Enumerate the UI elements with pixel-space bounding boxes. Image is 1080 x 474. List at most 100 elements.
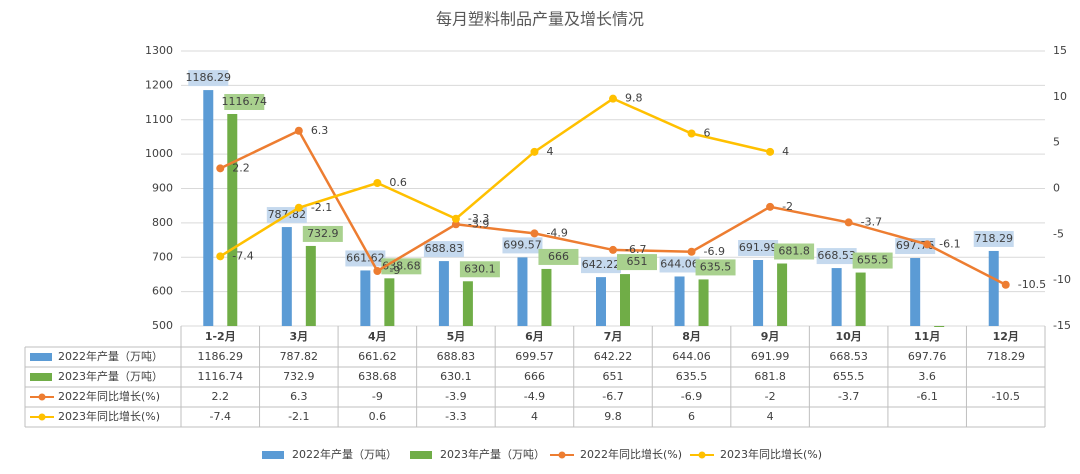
x-tick-label: 7月 (604, 330, 623, 343)
data-label: 6.3 (311, 124, 329, 137)
table-cell: -7.4 (210, 410, 231, 423)
bar (517, 257, 528, 326)
point (216, 164, 225, 173)
data-label-bg (816, 248, 857, 265)
bar (462, 281, 473, 326)
data-label: 4 (782, 145, 789, 158)
point (294, 203, 303, 212)
y-tick-label: 800 (152, 216, 173, 229)
data-label: 635.5 (700, 260, 732, 273)
x-tick-label: 1-2月 (205, 330, 236, 343)
table-cell: -2 (765, 390, 776, 403)
table-row-label: 2023年产量（万吨） (58, 369, 163, 383)
data-label: 642.22 (582, 258, 621, 271)
x-tick-label: 11月 (914, 330, 940, 343)
point (609, 94, 617, 103)
data-label: -2.1 (311, 201, 332, 214)
data-label: 6 (704, 127, 711, 140)
legend-key (262, 451, 284, 459)
table-cell: 697.76 (908, 350, 947, 363)
data-label: -3.9 (468, 217, 489, 230)
bar (831, 268, 842, 326)
point (373, 179, 382, 187)
table-cell: 668.53 (829, 350, 868, 363)
table-cell: 1186.29 (198, 350, 244, 363)
x-tick-label: 5月 (447, 330, 466, 343)
data-label-bg (695, 259, 736, 276)
data-label: 0.6 (389, 176, 407, 189)
point (1001, 280, 1010, 289)
data-label-bg (774, 243, 815, 260)
bar (384, 278, 395, 326)
legend-label: 2022年同比增长(%) (580, 447, 682, 461)
data-label: 691.99 (739, 241, 778, 254)
data-label: 630.1 (464, 262, 496, 275)
data-label: 688.83 (425, 242, 464, 255)
bar (698, 279, 709, 326)
data-label: -6.9 (704, 245, 725, 258)
bar (753, 260, 764, 326)
x-tick-label: 8月 (682, 330, 701, 343)
data-label-bg (617, 254, 657, 271)
data-label-bg (302, 225, 343, 242)
bar (988, 250, 999, 326)
x-tick-label: 3月 (289, 330, 308, 343)
table-cell: 787.82 (280, 350, 319, 363)
legend-label: 2022年产量（万吨） (292, 447, 397, 461)
data-label-bg (459, 261, 500, 278)
bar (620, 274, 630, 326)
table-key (30, 353, 52, 361)
data-label: 699.57 (503, 238, 542, 251)
data-label-bg (659, 256, 700, 273)
table-cell: 638.68 (358, 370, 397, 383)
x-tick-label: 12月 (993, 330, 1019, 343)
point (687, 247, 696, 256)
table-row-label: 2022年产量（万吨） (58, 349, 163, 363)
x-tick-label: 6月 (525, 330, 544, 343)
table-cell: 691.99 (751, 350, 790, 363)
table-cell: 6 (688, 410, 695, 423)
bar (305, 245, 316, 326)
table-cell: -3.3 (445, 410, 466, 423)
table-cell: 2.2 (212, 390, 230, 403)
data-label: 718.29 (974, 232, 1013, 245)
data-label: 732.9 (307, 227, 339, 240)
data-label-bg (538, 248, 579, 265)
point (609, 245, 617, 254)
table-cell: 635.5 (676, 370, 708, 383)
table-cell: 732.9 (283, 370, 315, 383)
legend-label: 2023年同比增长(%) (720, 447, 822, 461)
data-label-bg (852, 252, 893, 269)
line (219, 97, 771, 258)
point (687, 129, 696, 138)
bar (596, 277, 606, 326)
data-label-bg (345, 250, 386, 267)
table-cell: -4.9 (524, 390, 545, 403)
legend-key (410, 451, 432, 459)
table-cell: -3.7 (838, 390, 859, 403)
table-cell: 699.57 (515, 350, 554, 363)
data-label: 668.53 (817, 249, 856, 262)
data-label: -3.7 (861, 215, 882, 228)
data-label: -4.9 (546, 226, 567, 239)
data-label: 1116.74 (222, 95, 268, 108)
data-label: 655.5 (857, 254, 889, 267)
y2-tick-label: -5 (1053, 227, 1064, 240)
point (530, 147, 539, 156)
bar (281, 227, 292, 326)
data-label: -6.7 (625, 243, 646, 256)
table-cell: 688.83 (437, 350, 476, 363)
table-key (38, 413, 46, 421)
bar (360, 270, 371, 326)
table-cell: -9 (372, 390, 383, 403)
legend-label: 2023年产量（万吨） (440, 447, 545, 461)
data-label-bg (423, 241, 464, 258)
table-cell: 9.8 (604, 410, 622, 423)
table-row-label: 2022年同比增长(%) (58, 389, 160, 403)
point (923, 240, 932, 249)
table-key (30, 373, 52, 381)
data-label: -10.5 (1018, 278, 1046, 291)
table-cell: 1116.74 (198, 370, 244, 383)
data-label-bg (738, 240, 779, 257)
data-label: -3.3 (468, 212, 489, 225)
